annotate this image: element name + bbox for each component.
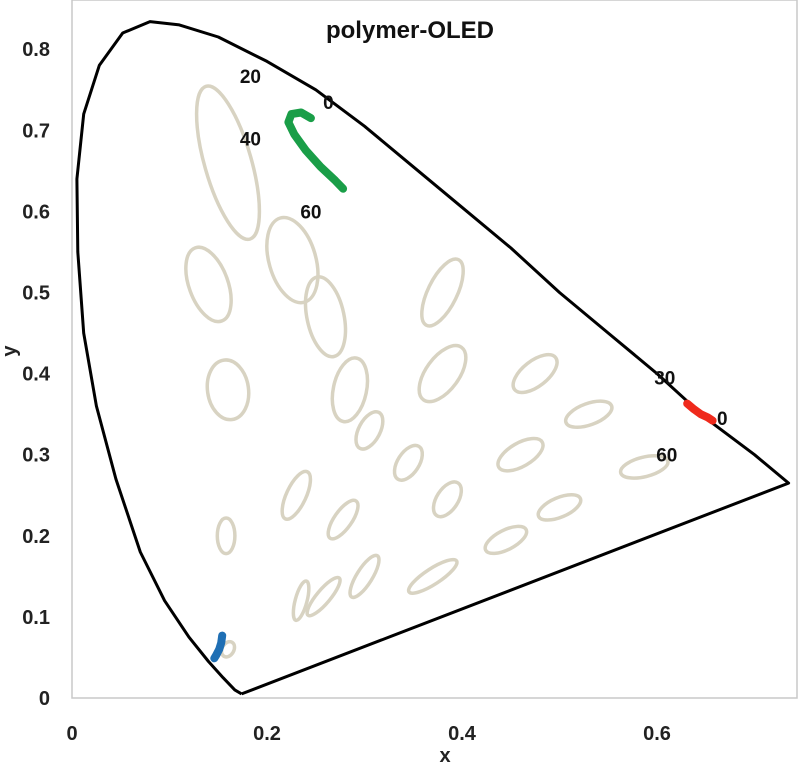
macadam-ellipse <box>511 352 559 395</box>
y-tick-labels: 0 0.1 0.2 0.3 0.4 0.5 0.6 0.7 0.8 <box>22 39 51 710</box>
series-0-line <box>284 108 348 193</box>
y-tick-label: 0.4 <box>22 364 51 386</box>
y-tick-label: 0.2 <box>22 526 50 548</box>
series-2-line <box>210 631 227 663</box>
macadam-ellipse <box>215 516 237 556</box>
x-axis-label: x <box>439 745 450 766</box>
plot-frame <box>71 0 798 699</box>
gamut-boundary <box>75 20 791 696</box>
macadam-ellipse <box>483 524 529 556</box>
series-group <box>210 108 717 663</box>
x-tick-label: 0 <box>66 723 77 745</box>
annotations: 0 20 40 60 30 0 60 <box>240 67 728 467</box>
annotation-label: 20 <box>240 67 261 88</box>
x-tick-label: 0.6 <box>643 723 671 745</box>
macadam-ellipse <box>194 84 262 242</box>
annotation-label: 60 <box>300 202 321 223</box>
annotation-label: 0 <box>323 93 334 114</box>
macadam-ellipse <box>431 480 464 519</box>
macadam-ellipses <box>184 84 670 659</box>
annotation-label: 30 <box>654 369 675 390</box>
macadam-ellipse <box>305 575 342 618</box>
macadam-ellipse <box>291 579 311 623</box>
y-tick-label: 0.5 <box>22 283 50 305</box>
y-tick-label: 0.8 <box>22 39 50 61</box>
x-tick-labels: 0 0.2 0.4 0.6 <box>66 723 670 745</box>
y-tick-label: 0 <box>39 688 50 710</box>
macadam-ellipse <box>618 453 670 480</box>
x-tick-label: 0.4 <box>448 723 477 745</box>
macadam-ellipse <box>406 557 459 595</box>
annotation-label: 60 <box>656 446 677 467</box>
macadam-ellipse <box>326 498 360 541</box>
macadam-ellipse <box>330 356 370 424</box>
macadam-ellipse <box>205 358 251 422</box>
macadam-ellipse <box>354 410 385 451</box>
macadam-ellipse <box>496 436 545 473</box>
macadam-ellipse <box>563 399 614 429</box>
macadam-ellipse <box>280 469 313 521</box>
x-tick-label: 0.2 <box>253 723 281 745</box>
macadam-ellipse <box>536 492 583 522</box>
macadam-ellipse <box>303 275 348 359</box>
macadam-ellipse <box>420 257 465 328</box>
macadam-ellipse <box>392 443 425 482</box>
macadam-ellipse <box>417 343 468 404</box>
chart-title: polymer-OLED <box>326 17 494 44</box>
annotation-label: 40 <box>240 129 261 150</box>
y-tick-label: 0.6 <box>22 201 50 223</box>
macadam-ellipse <box>265 215 320 305</box>
series-1-line <box>683 399 717 425</box>
y-tick-label: 0.1 <box>22 607 50 629</box>
y-tick-label: 0.7 <box>22 120 50 142</box>
y-tick-label: 0.3 <box>22 445 50 467</box>
macadam-ellipse <box>184 245 233 324</box>
annotation-label: 0 <box>717 409 728 430</box>
y-axis-label: y <box>0 345 21 357</box>
macadam-ellipse <box>348 553 381 600</box>
